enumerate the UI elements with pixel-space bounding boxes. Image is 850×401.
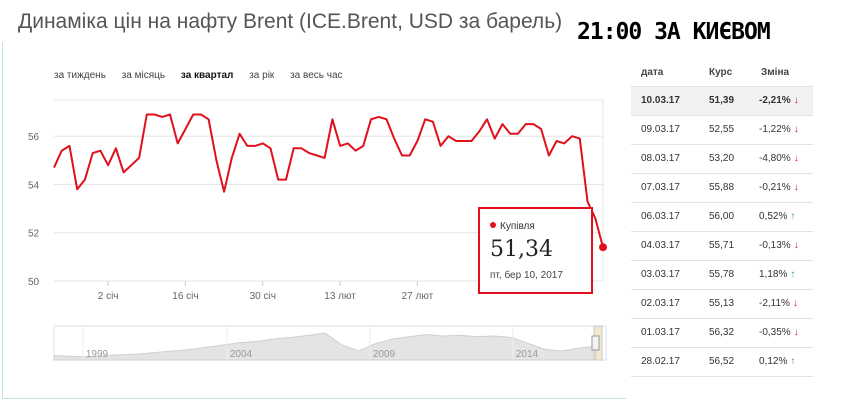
- arrow-down-icon: ↓: [793, 124, 799, 135]
- time-overlay-caption: 21:00 ЗА КИЄВОМ: [577, 19, 771, 45]
- table-row: 02.03.17 55,13 -2,11% ↓: [631, 289, 813, 319]
- range-tabs: за тиждень за місяць за квартал за рік з…: [54, 70, 356, 81]
- row-rate: 55,78: [699, 260, 751, 290]
- x-tick-label: 27 лют: [402, 291, 434, 302]
- arrow-up-icon: ↑: [790, 356, 796, 367]
- y-tick-label: 52: [28, 229, 40, 240]
- last-point-marker: [599, 243, 607, 252]
- row-rate: 51,39: [699, 86, 751, 116]
- row-date: 03.03.17: [631, 260, 699, 290]
- table-header-row: дата Курс Зміна: [631, 60, 813, 87]
- navigator-year-label: 2004: [230, 349, 253, 360]
- tooltip-value: 51,34: [490, 237, 553, 262]
- row-rate: 52,55: [699, 115, 751, 145]
- row-change: 1,18% ↑: [751, 260, 813, 290]
- x-tick-label: 16 січ: [172, 291, 198, 302]
- price-chart[interactable]: 50 52 54 56 2 січ 16 січ 30 січ 13 лют 27 лют 1…: [0, 0, 630, 401]
- chart-title: Динаміка цін на нафту Brent (ICE.Brent, …: [18, 10, 563, 33]
- header-date: дата: [631, 60, 699, 87]
- y-tick-label: 54: [28, 180, 40, 191]
- tooltip-date: пт, бер 10, 2017: [490, 270, 563, 281]
- navigator-handle[interactable]: [591, 335, 600, 351]
- arrow-down-icon: ↓: [793, 182, 799, 193]
- arrow-up-icon: ↑: [790, 269, 796, 280]
- row-date: 07.03.17: [631, 173, 699, 203]
- table-row: 04.03.17 55,71 -0,13% ↓: [631, 231, 813, 261]
- series-line-brent: [53, 113, 604, 248]
- tab-month[interactable]: за місяць: [121, 70, 166, 81]
- navigator-history-area: [53, 332, 597, 361]
- navigator-year-label: 2009: [373, 349, 396, 360]
- row-change: -4,80% ↓: [751, 144, 813, 174]
- tooltip-dot: [490, 222, 496, 228]
- x-tick-label: 13 лют: [324, 291, 356, 302]
- price-tooltip: Купівля 51,34 пт, бер 10, 2017: [478, 207, 593, 294]
- x-tick-label: 2 січ: [98, 291, 119, 302]
- table-row: 07.03.17 55,88 -0,21% ↓: [631, 173, 813, 203]
- row-date: 28.02.17: [631, 347, 699, 377]
- x-tick-label: 30 січ: [250, 291, 276, 302]
- y-axis: 50 52 54 56: [28, 132, 40, 288]
- row-date: 10.03.17: [631, 86, 699, 116]
- header-change: Зміна: [751, 60, 813, 87]
- arrow-down-icon: ↓: [793, 327, 799, 338]
- table-row: 09.03.17 52,55 -1,22% ↓: [631, 115, 813, 145]
- chart-frame: [2, 42, 626, 399]
- x-axis: 2 січ 16 січ 30 січ 13 лют 27 лют: [98, 281, 434, 302]
- tab-all-time[interactable]: за весь час: [290, 70, 343, 81]
- table-row: 28.02.17 56,52 0,12% ↑: [631, 347, 813, 377]
- row-rate: 56,32: [699, 318, 751, 348]
- tab-quarter[interactable]: за квартал: [180, 70, 234, 81]
- row-rate: 55,13: [699, 289, 751, 319]
- row-change: -2,21% ↓: [751, 86, 813, 116]
- row-date: 08.03.17: [631, 144, 699, 174]
- header-rate: Курс: [699, 60, 751, 87]
- row-change: -2,11% ↓: [751, 289, 813, 319]
- y-tick-label: 50: [28, 277, 40, 288]
- row-rate: 56,52: [699, 347, 751, 377]
- row-date: 06.03.17: [631, 202, 699, 232]
- tab-year[interactable]: за рік: [249, 70, 275, 81]
- arrow-down-icon: ↓: [792, 298, 798, 309]
- row-rate: 56,00: [699, 202, 751, 232]
- row-date: 01.03.17: [631, 318, 699, 348]
- table-row: 06.03.17 56,00 0,52% ↑: [631, 202, 813, 232]
- row-change: -0,35% ↓: [751, 318, 813, 348]
- table-row: 08.03.17 53,20 -4,80% ↓: [631, 144, 813, 174]
- row-change: -0,21% ↓: [751, 173, 813, 203]
- row-rate: 55,71: [699, 231, 751, 261]
- rates-table: дата Курс Зміна 10.03.17 51,39 -2,21% ↓ 09.0…: [631, 60, 813, 377]
- navigator-year-label: 2014: [516, 349, 539, 360]
- arrow-down-icon: ↓: [793, 153, 799, 164]
- row-change: 0,52% ↑: [751, 202, 813, 232]
- tab-week[interactable]: за тиждень: [54, 70, 106, 81]
- tooltip-label: Купівля: [490, 221, 535, 232]
- row-rate: 55,88: [699, 173, 751, 203]
- table-row: 01.03.17 56,32 -0,35% ↓: [631, 318, 813, 348]
- row-date: 02.03.17: [631, 289, 699, 319]
- row-change: -1,22% ↓: [751, 115, 813, 145]
- y-tick-label: 56: [28, 132, 40, 143]
- row-change: -0,13% ↓: [751, 231, 813, 261]
- table-row: 10.03.17 51,39 -2,21% ↓: [631, 86, 813, 116]
- table-row: 03.03.17 55,78 1,18% ↑: [631, 260, 813, 290]
- row-change: 0,12% ↑: [751, 347, 813, 377]
- arrow-down-icon: ↓: [793, 240, 799, 251]
- row-date: 09.03.17: [631, 115, 699, 145]
- row-date: 04.03.17: [631, 231, 699, 261]
- navigator-year-label: 1999: [86, 349, 109, 360]
- arrow-down-icon: ↓: [793, 95, 799, 106]
- series-line-group: [53, 113, 607, 252]
- range-navigator[interactable]: 1999 2004 2009 2014: [53, 325, 607, 361]
- arrow-up-icon: ↑: [790, 211, 796, 222]
- row-rate: 53,20: [699, 144, 751, 174]
